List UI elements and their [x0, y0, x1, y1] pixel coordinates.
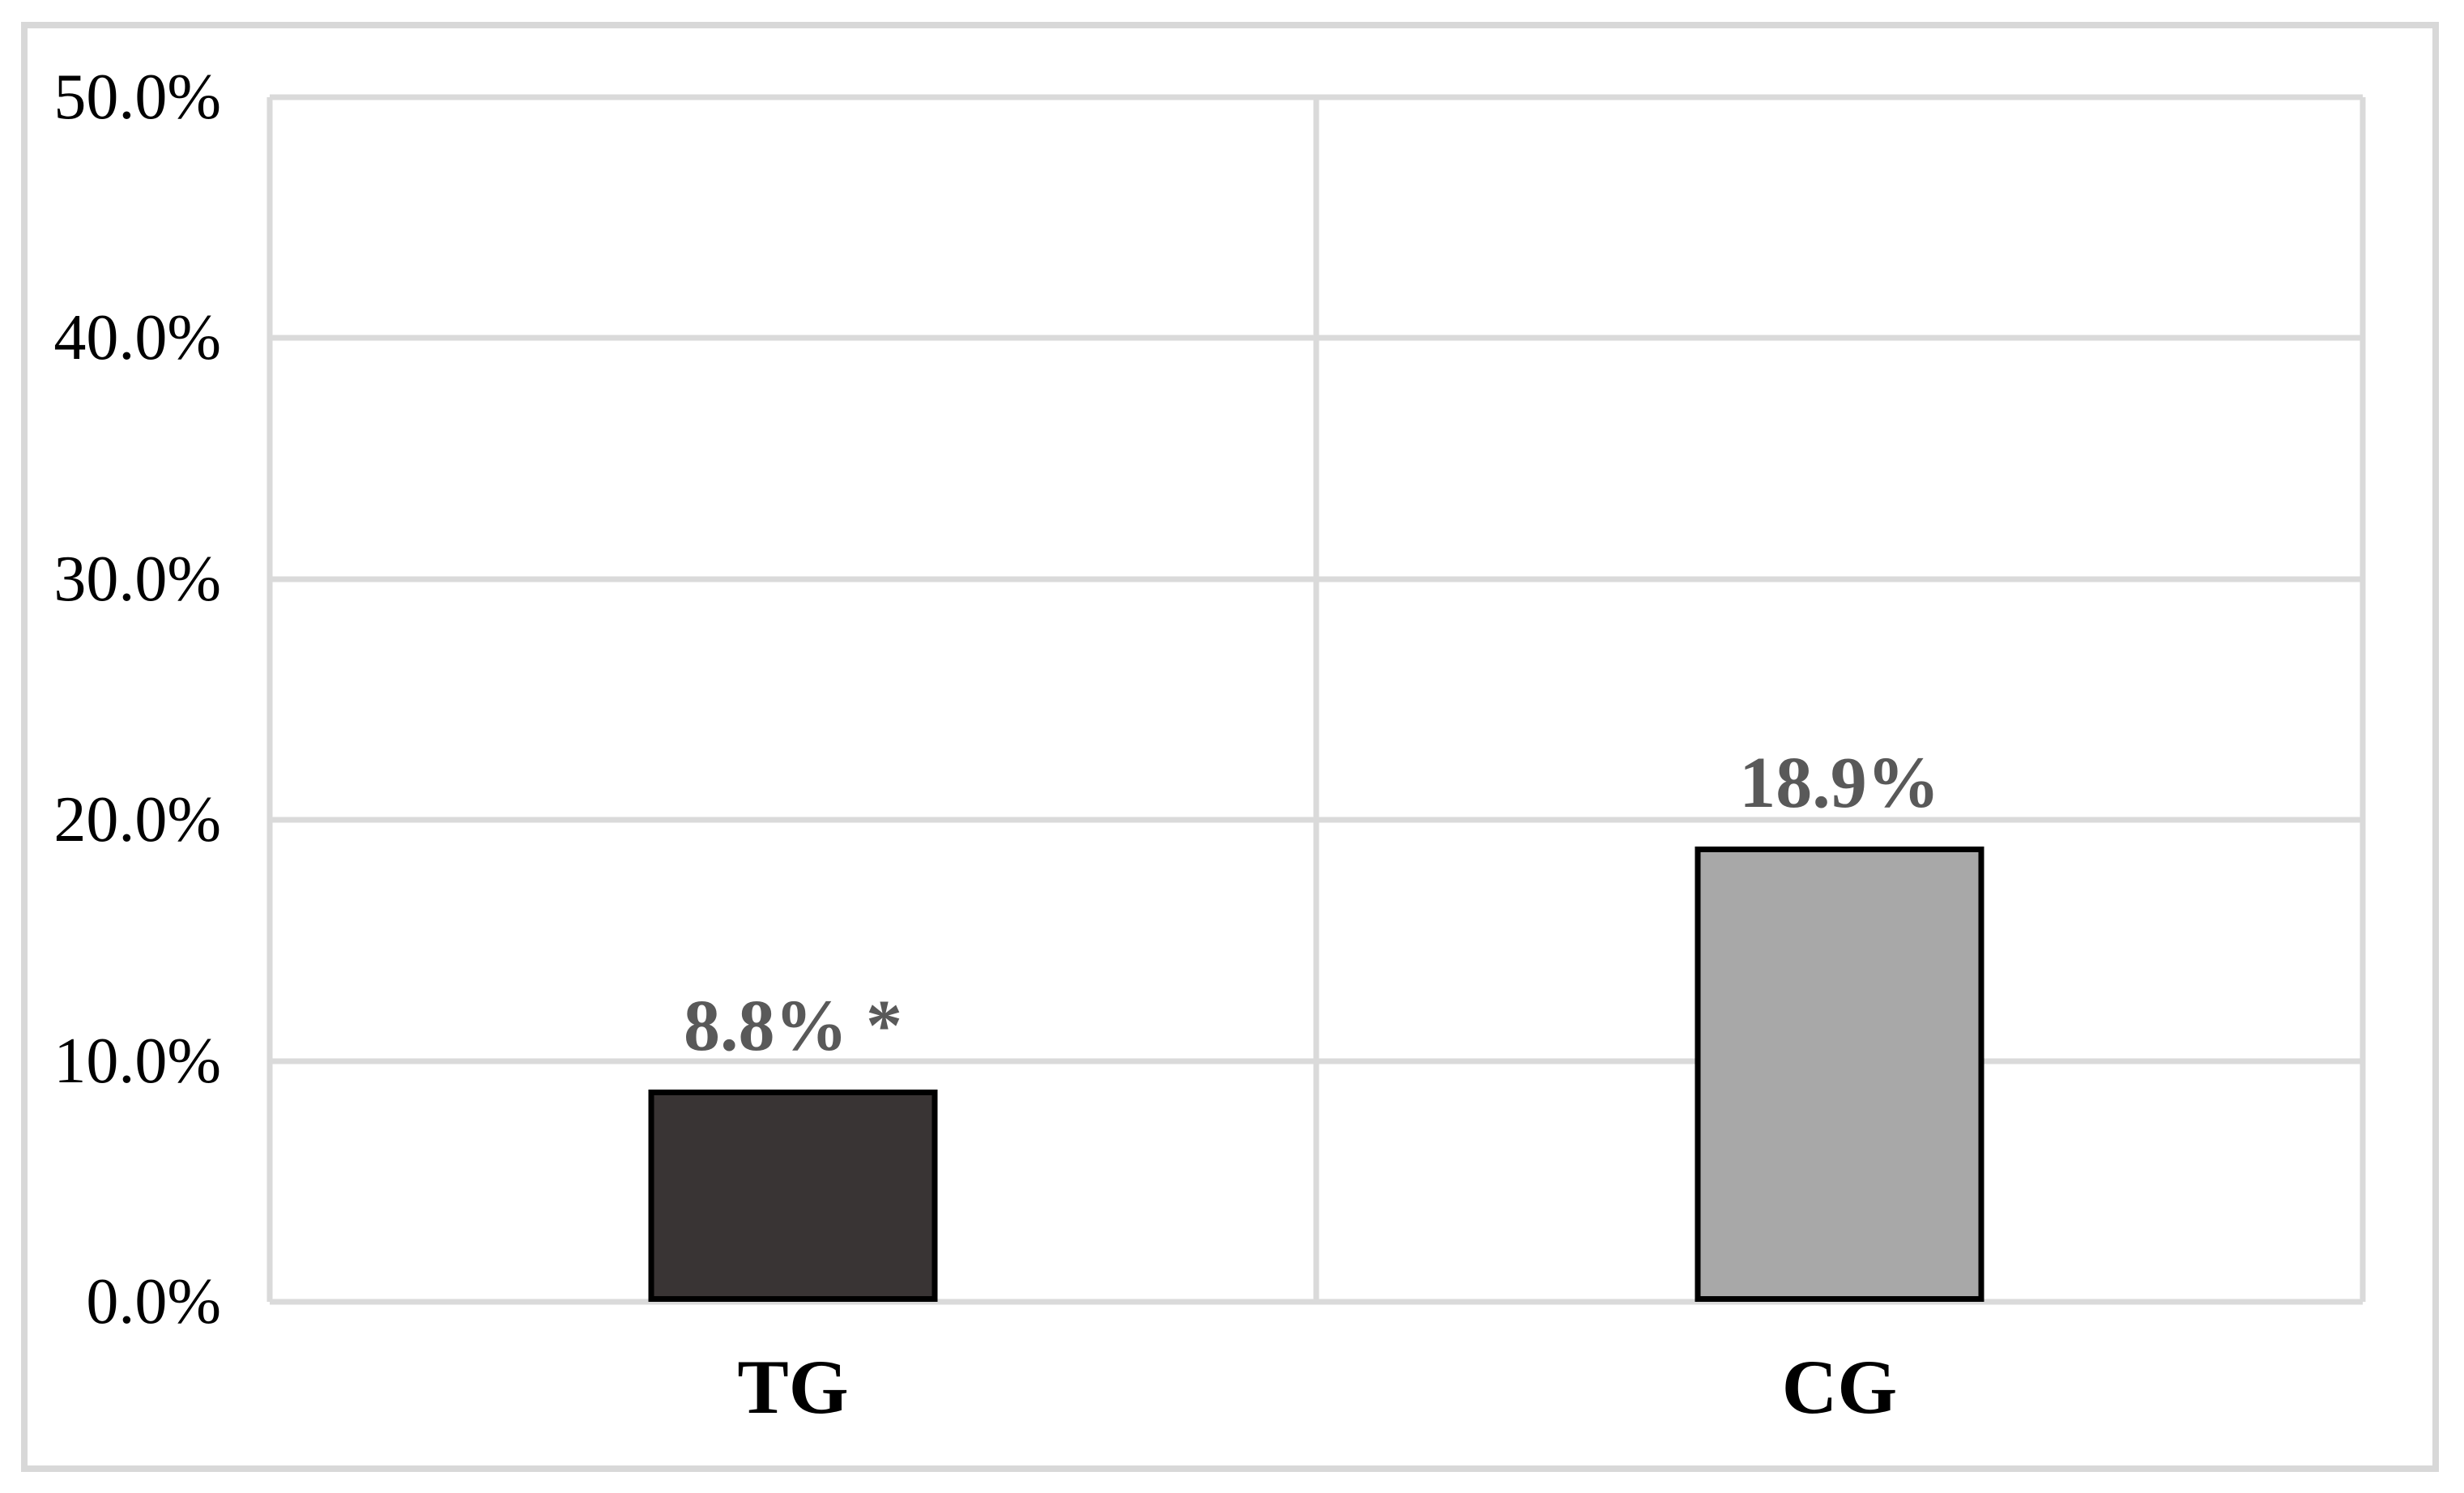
- plot-left-border-line: [266, 97, 273, 1302]
- plot-right-border-line: [2360, 97, 2366, 1302]
- bar-data-label: 8.8% *: [684, 986, 902, 1067]
- x-axis-category-labels: TG CG: [270, 1335, 2363, 1439]
- plot-area: 8.8% * 18.9%: [266, 94, 2366, 1305]
- category-divider-line: [1313, 97, 1319, 1302]
- category-label-cg: CG: [1781, 1344, 1898, 1430]
- bar-tg: 8.8% *: [648, 990, 938, 1302]
- y-tick-label: 50.0%: [53, 62, 221, 133]
- category-label-tg: TG: [737, 1344, 849, 1430]
- bar-cg: 18.9%: [1695, 746, 1984, 1302]
- y-tick-label: 30.0%: [53, 543, 221, 615]
- y-axis-tick-labels: 0.0% 10.0% 20.0% 30.0% 40.0% 50.0%: [0, 65, 221, 1334]
- gridline: [270, 1299, 2363, 1305]
- bar-data-label: 18.9%: [1739, 742, 1940, 823]
- y-tick-label: 40.0%: [53, 302, 221, 374]
- y-tick-label: 20.0%: [53, 784, 221, 856]
- y-tick-label: 10.0%: [53, 1025, 221, 1097]
- bar-slot-cg: 18.9%: [1316, 97, 2363, 1302]
- bar-slot-tg: 8.8% *: [270, 97, 1316, 1302]
- figure-border: [21, 22, 2439, 1472]
- y-tick-label: 0.0%: [86, 1266, 221, 1337]
